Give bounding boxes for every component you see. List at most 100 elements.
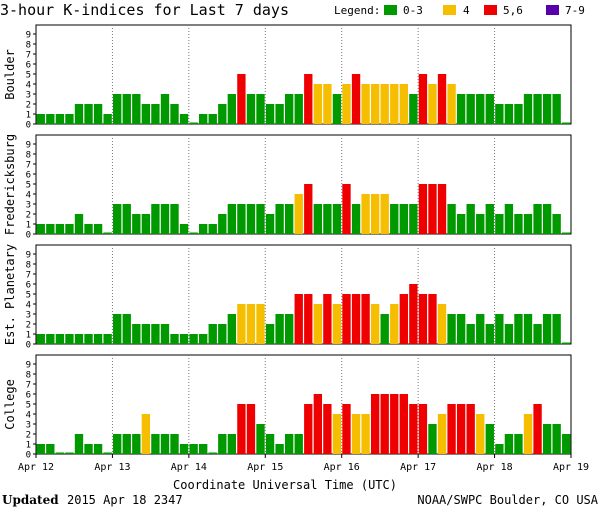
y-tick-label: 3 bbox=[26, 421, 31, 431]
k-index-bar bbox=[380, 394, 389, 454]
k-index-bar bbox=[294, 94, 303, 124]
k-index-bar bbox=[304, 404, 313, 454]
y-tick-label: 8 bbox=[26, 41, 31, 51]
k-index-bar bbox=[160, 204, 170, 234]
legend-text-4: 4 bbox=[463, 4, 470, 17]
x-tick-label: Apr 18 bbox=[477, 462, 513, 473]
k-index-bar bbox=[218, 324, 227, 344]
k-index-bar bbox=[170, 104, 179, 124]
updated-label: Updated bbox=[2, 493, 59, 507]
k-index-bar bbox=[246, 204, 256, 234]
k-index-bar bbox=[141, 214, 151, 234]
k-index-bar bbox=[151, 204, 160, 234]
k-index-bar bbox=[74, 104, 84, 124]
k-index-bar bbox=[189, 334, 198, 344]
panel-label: Boulder bbox=[3, 49, 17, 100]
k-index-bar bbox=[361, 414, 370, 454]
k-index-bar bbox=[332, 414, 342, 454]
k-index-bar bbox=[456, 214, 466, 234]
k-index-bar bbox=[437, 74, 447, 124]
k-index-bar bbox=[370, 304, 380, 344]
k-index-bar bbox=[36, 114, 45, 124]
k-index-bar bbox=[141, 324, 151, 344]
k-index-bar bbox=[227, 434, 237, 454]
k-index-bar bbox=[342, 184, 351, 234]
k-index-bar bbox=[284, 94, 294, 124]
k-index-bar bbox=[141, 414, 151, 454]
k-index-bar bbox=[485, 204, 494, 234]
k-index-bar bbox=[428, 184, 437, 234]
chart-title: 3-hour K-indices for Last 7 days bbox=[0, 1, 289, 19]
k-index-bar bbox=[65, 452, 74, 454]
panel-label: College bbox=[3, 379, 17, 430]
y-tick-label: 8 bbox=[26, 151, 31, 161]
k-index-bar bbox=[103, 114, 112, 124]
k-index-bar bbox=[160, 94, 170, 124]
y-tick-label: 4 bbox=[26, 301, 31, 311]
k-index-bar bbox=[208, 324, 217, 344]
k-index-bar bbox=[552, 214, 561, 234]
k-index-bar bbox=[65, 334, 74, 344]
k-index-bar bbox=[237, 204, 246, 234]
k-index-bar bbox=[380, 84, 389, 124]
y-tick-label: 0 bbox=[26, 341, 31, 351]
y-tick-label: 6 bbox=[26, 61, 31, 71]
k-index-bar bbox=[456, 314, 466, 344]
y-tick-label: 3 bbox=[26, 201, 31, 211]
y-tick-label: 2 bbox=[26, 211, 31, 221]
x-tick-label: Apr 15 bbox=[247, 462, 283, 473]
k-index-bar bbox=[103, 452, 112, 454]
k-index-bar bbox=[122, 314, 131, 344]
k-index-bar bbox=[418, 294, 428, 344]
k-index-bar bbox=[246, 304, 256, 344]
k-index-bar bbox=[409, 94, 418, 124]
k-index-bar bbox=[447, 204, 456, 234]
k-index-bar bbox=[466, 324, 475, 344]
x-tick-labels: Apr 12 Apr 13 Apr 14 Apr 15 Apr 16 Apr 17 Apr … bbox=[18, 454, 589, 473]
k-index-bar bbox=[504, 204, 514, 234]
k-index-bar bbox=[476, 94, 485, 124]
y-tick-label: 5 bbox=[26, 291, 31, 301]
k-index-bar bbox=[294, 294, 303, 344]
k-index-bar bbox=[390, 304, 399, 344]
k-index-bar bbox=[46, 224, 55, 234]
k-index-bar bbox=[380, 194, 389, 234]
k-index-bar bbox=[218, 434, 227, 454]
k-index-bar bbox=[523, 94, 533, 124]
k-index-bar bbox=[55, 224, 65, 234]
k-index-bar bbox=[256, 94, 265, 124]
x-tick-label: Apr 14 bbox=[171, 462, 207, 473]
k-index-bar bbox=[313, 204, 322, 234]
y-tick-label: 4 bbox=[26, 411, 31, 421]
k-index-bar bbox=[370, 194, 380, 234]
k-index-bar bbox=[399, 294, 408, 344]
k-index-bar bbox=[495, 444, 504, 454]
k-index-bar bbox=[504, 324, 514, 344]
k-index-bar bbox=[113, 314, 122, 344]
k-index-bar bbox=[304, 74, 313, 124]
k-index-bar bbox=[113, 434, 122, 454]
k-index-bar bbox=[46, 444, 55, 454]
k-index-bar bbox=[84, 104, 93, 124]
k-index-bar bbox=[227, 314, 237, 344]
y-tick-label: 6 bbox=[26, 281, 31, 291]
k-index-bar bbox=[504, 104, 514, 124]
x-tick-label: Apr 16 bbox=[324, 462, 360, 473]
k-index-bar bbox=[495, 214, 504, 234]
k-index-bar bbox=[332, 94, 342, 124]
k-index-bar bbox=[552, 314, 561, 344]
k-index-bar bbox=[552, 94, 561, 124]
y-tick-label: 5 bbox=[26, 401, 31, 411]
y-tick-label: 2 bbox=[26, 431, 31, 441]
k-index-bar bbox=[437, 414, 447, 454]
k-index-bar bbox=[275, 314, 284, 344]
k-index-bar bbox=[84, 444, 93, 454]
y-tick-label: 1 bbox=[26, 111, 31, 121]
k-index-bar bbox=[208, 452, 217, 454]
k-index-bar bbox=[342, 84, 351, 124]
k-index-bar bbox=[323, 204, 332, 234]
k-index-bar bbox=[485, 94, 494, 124]
k-index-bar bbox=[447, 314, 456, 344]
